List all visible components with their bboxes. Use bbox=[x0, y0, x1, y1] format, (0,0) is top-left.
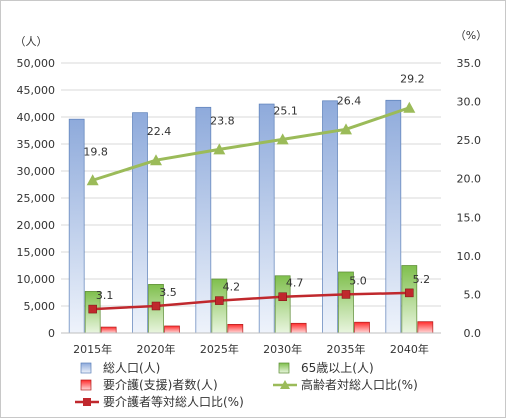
marker-elderly-ratio bbox=[403, 101, 416, 113]
data-label-care-ratio: 5.2 bbox=[413, 273, 431, 286]
bar-total-population bbox=[385, 99, 402, 334]
marker-elderly-ratio bbox=[86, 174, 99, 186]
right-tick-label: 35.0 bbox=[457, 57, 482, 70]
left-axis-unit: （人） bbox=[15, 35, 48, 48]
left-tick-label: 25,000 bbox=[17, 192, 56, 205]
data-label-care-ratio: 4.7 bbox=[286, 277, 304, 290]
right-tick-label: 5.0 bbox=[464, 288, 482, 301]
left-tick-label: 30,000 bbox=[17, 165, 56, 178]
left-tick-label: 50,000 bbox=[17, 57, 56, 70]
legend-age65-plus-swatch bbox=[278, 362, 290, 374]
data-label-elderly-ratio: 19.8 bbox=[83, 145, 108, 158]
bar-care-recipients bbox=[100, 326, 117, 334]
bar-care-recipients bbox=[417, 321, 434, 334]
right-tick-label: 25.0 bbox=[457, 134, 482, 147]
marker-elderly-ratio bbox=[150, 154, 162, 166]
right-tick-label: 0.0 bbox=[464, 327, 482, 340]
x-tick-label: 2035年 bbox=[327, 342, 366, 356]
right-tick-label: 20.0 bbox=[457, 173, 482, 186]
right-tick-label: 15.0 bbox=[457, 211, 482, 224]
data-label-care-ratio: 5.0 bbox=[349, 274, 367, 287]
marker-care-ratio bbox=[151, 301, 161, 311]
left-tick-label: 45,000 bbox=[17, 84, 56, 97]
marker-elderly-ratio bbox=[340, 123, 352, 135]
data-label-care-ratio: 3.5 bbox=[159, 286, 177, 299]
left-tick-label: 35,000 bbox=[17, 138, 56, 151]
left-tick-label: 40,000 bbox=[17, 111, 56, 124]
legend-age65-plus: 65歳以上(人) bbox=[301, 361, 374, 375]
bar-care-recipients bbox=[354, 321, 370, 334]
data-label-elderly-ratio: 29.2 bbox=[400, 73, 425, 86]
x-tick-label: 2020年 bbox=[137, 342, 176, 356]
bar-care-recipients bbox=[164, 325, 180, 334]
bar-care-recipients bbox=[290, 322, 307, 334]
line-care-ratio bbox=[92, 291, 410, 311]
legend-elderly-ratio-marker bbox=[280, 380, 290, 389]
bar-total-population bbox=[68, 118, 85, 334]
legend-total-population-swatch bbox=[80, 362, 92, 374]
left-tick-label: 20,000 bbox=[17, 219, 56, 232]
bar-care-recipients bbox=[227, 324, 244, 334]
marker-care-ratio bbox=[88, 304, 97, 314]
x-tick-label: 2040年 bbox=[390, 342, 429, 356]
x-tick-label: 2015年 bbox=[73, 342, 112, 356]
legend-care-ratio: 要介護者等対総人口比(%) bbox=[103, 394, 244, 409]
right-tick-label: 30.0 bbox=[457, 96, 482, 109]
left-tick-label: 15,000 bbox=[17, 246, 56, 259]
right-axis-unit: （%） bbox=[455, 29, 487, 42]
x-tick-label: 2030年 bbox=[263, 342, 302, 356]
marker-care-ratio bbox=[405, 288, 414, 298]
line-elderly-ratio bbox=[92, 106, 410, 182]
marker-elderly-ratio bbox=[213, 143, 226, 155]
data-label-elderly-ratio: 23.8 bbox=[210, 114, 235, 127]
legend-total-population: 総人口(人) bbox=[103, 361, 160, 375]
legend-care-ratio-marker bbox=[83, 398, 91, 406]
marker-elderly-ratio bbox=[276, 133, 289, 145]
bar-total-population bbox=[322, 100, 338, 334]
legend-care-recipients-swatch bbox=[80, 379, 92, 391]
marker-care-ratio bbox=[278, 292, 287, 301]
bar-total-population bbox=[195, 106, 212, 334]
right-tick-label: 10.0 bbox=[457, 250, 482, 263]
marker-care-ratio bbox=[215, 296, 224, 305]
data-label-elderly-ratio: 26.4 bbox=[337, 94, 362, 107]
bar-total-population bbox=[132, 112, 148, 334]
legend-care-recipients: 要介護(支援)者数(人) bbox=[103, 377, 218, 392]
data-label-elderly-ratio: 22.4 bbox=[147, 125, 172, 138]
x-tick-label: 2025年 bbox=[200, 342, 239, 356]
left-tick-label: 10,000 bbox=[17, 273, 56, 286]
legend-elderly-ratio: 高齢者対総人口比(%) bbox=[301, 377, 418, 392]
data-label-care-ratio: 4.2 bbox=[223, 281, 241, 294]
left-tick-label: 0 bbox=[48, 327, 55, 340]
left-tick-label: 5,000 bbox=[24, 300, 56, 313]
data-label-elderly-ratio: 25.1 bbox=[273, 104, 298, 117]
marker-care-ratio bbox=[341, 290, 351, 299]
data-label-care-ratio: 3.1 bbox=[96, 289, 114, 302]
